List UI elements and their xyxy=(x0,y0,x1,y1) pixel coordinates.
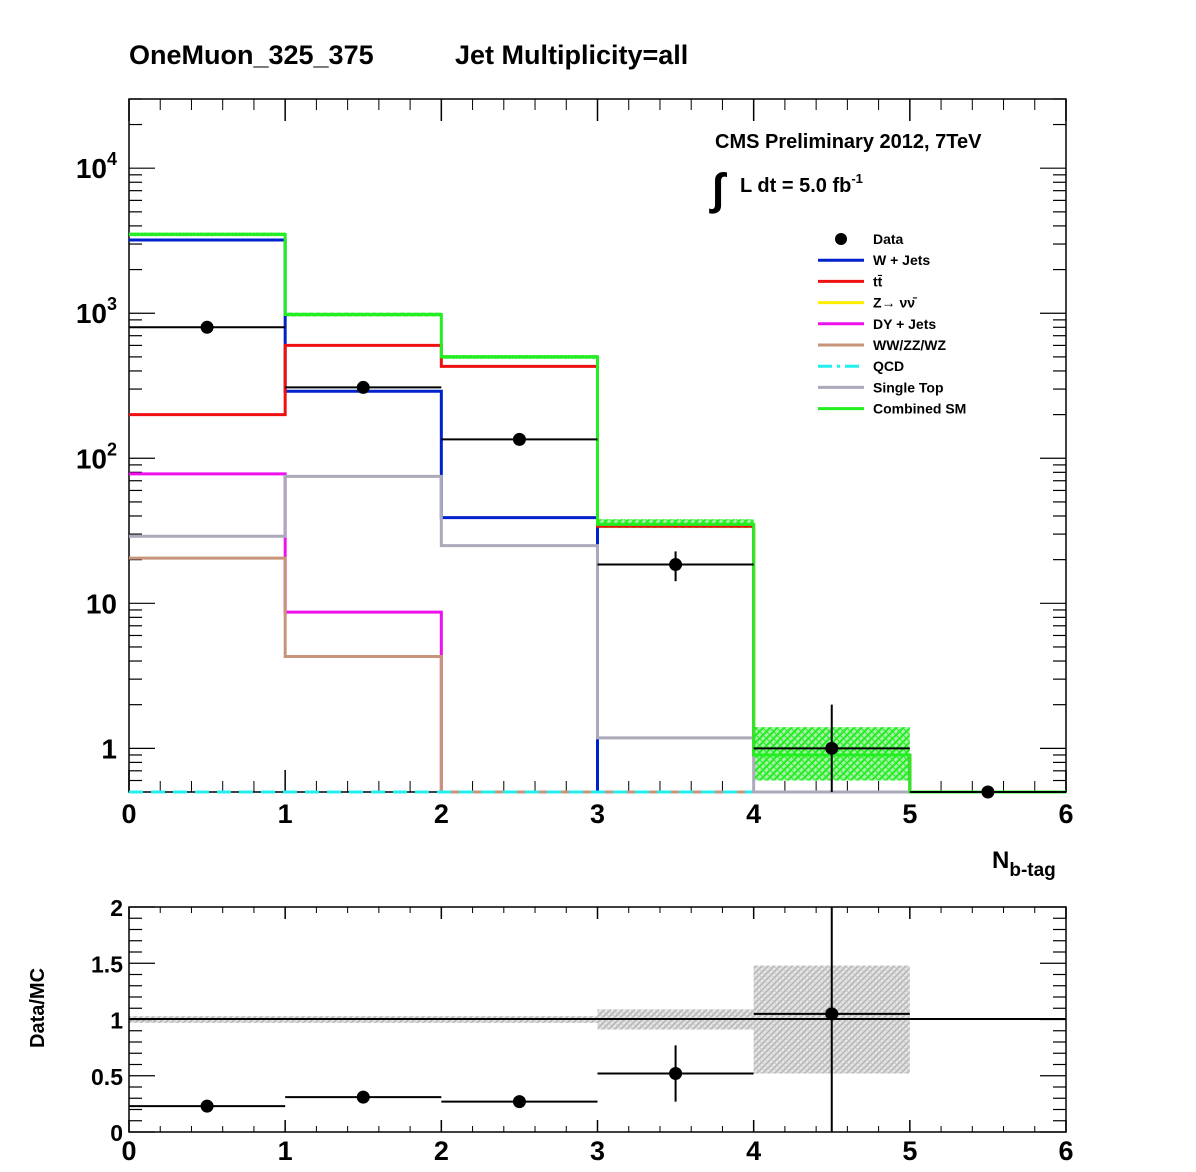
integral-sign: ∫ xyxy=(709,165,728,214)
y-tick-base: 10 xyxy=(76,153,107,184)
data-point xyxy=(669,558,683,572)
data-point xyxy=(200,320,214,334)
legend-entry-label: Z→ νν̄ xyxy=(873,295,918,311)
lumi-exponent: -1 xyxy=(851,171,863,186)
ratio-x-tick-label: 1 xyxy=(278,1136,293,1166)
ratio-ticks xyxy=(128,906,1067,1133)
x-tick-label: 5 xyxy=(902,799,917,829)
combined-sm-uncertainty-band xyxy=(129,232,910,781)
ratio-y-tick-labels: 0 0.5 1 1.5 2 xyxy=(91,895,123,1146)
lumi-label: L dt = 5.0 fb-1 xyxy=(740,171,863,197)
ratio-point xyxy=(512,1095,526,1109)
x-tick-label: 3 xyxy=(590,799,605,829)
ratio-x-tick-label: 5 xyxy=(902,1136,917,1166)
ratio-y-tick-label: 1.5 xyxy=(91,951,123,977)
y-tick-base: 1 xyxy=(101,733,117,764)
x-axis-title-sub: b-tag xyxy=(1009,860,1055,881)
cms-label: CMS Preliminary 2012, 7TeV xyxy=(715,131,982,153)
ratio-x-tick-label: 0 xyxy=(121,1136,136,1166)
ratio-point xyxy=(669,1067,683,1080)
data-point xyxy=(825,741,839,755)
legend-entry-label: Single Top xyxy=(873,379,944,395)
data-point xyxy=(356,380,370,394)
legend-entry-label: W + Jets xyxy=(873,252,930,268)
main-ticks xyxy=(128,98,1067,793)
main-x-tick-labels: 0 1 2 3 4 5 6 xyxy=(121,799,1073,829)
y-tick-exponent: 3 xyxy=(107,294,117,314)
x-tick-label: 6 xyxy=(1058,799,1073,829)
ratio-y-tick-label: 0 xyxy=(110,1120,123,1146)
y-tick-label: 102 xyxy=(76,439,117,474)
y-tick-base: 10 xyxy=(76,443,107,474)
ratio-panel: 0 1 2 3 4 5 6 0 0.5 1 1.5 2 Data/MC xyxy=(27,895,1074,1166)
series-combined-sm-line xyxy=(129,232,1066,794)
data-points xyxy=(129,320,1066,799)
ratio-points xyxy=(129,907,910,1132)
data-point xyxy=(512,432,526,446)
plot-title-selection: OneMuon_325_375 xyxy=(129,40,374,70)
ratio-y-tick-label: 1 xyxy=(110,1008,123,1034)
x-tick-label: 0 xyxy=(121,799,136,829)
series-single-top-line xyxy=(129,474,1066,794)
ratio-y-tick-label: 0.5 xyxy=(91,1064,123,1090)
ratio-x-tick-label: 2 xyxy=(434,1136,449,1166)
plot-title-multiplicity: Jet Multiplicity=all xyxy=(455,40,688,70)
y-tick-exponent: 2 xyxy=(107,439,117,459)
y-tick-label: 103 xyxy=(76,294,117,329)
lumi-text: L dt = 5.0 fb xyxy=(740,175,851,197)
x-axis-title: Nb-tag xyxy=(992,847,1056,881)
x-axis-title-main: N xyxy=(992,847,1009,874)
legend-entry-label: Data xyxy=(873,231,904,247)
legend-marker xyxy=(835,233,847,245)
ratio-x-tick-label: 6 xyxy=(1058,1136,1073,1166)
y-tick-base: 10 xyxy=(86,588,117,619)
x-tick-label: 1 xyxy=(278,799,293,829)
ratio-point xyxy=(825,1007,839,1021)
legend-entry-label: WW/ZZ/WZ xyxy=(873,337,947,353)
ratio-y-axis-title: Data/MC xyxy=(27,968,49,1048)
y-tick-label: 1 xyxy=(101,733,117,764)
ratio-x-tick-labels: 0 1 2 3 4 5 6 xyxy=(121,1136,1073,1166)
ratio-y-tick-label: 2 xyxy=(110,895,123,921)
legend: Data W + Jets tt̄ Z→ νν̄ DY + Jets WW/ZZ/WZ QC… xyxy=(818,231,966,417)
x-tick-label: 2 xyxy=(434,799,449,829)
y-tick-label: 104 xyxy=(76,149,117,184)
legend-entry-label: QCD xyxy=(873,358,904,374)
legend-entry-label: DY + Jets xyxy=(873,316,936,332)
ratio-point xyxy=(200,1099,214,1113)
data-point xyxy=(981,785,995,799)
x-tick-label: 4 xyxy=(746,799,761,829)
y-tick-exponent: 4 xyxy=(107,149,117,169)
ratio-x-tick-label: 3 xyxy=(590,1136,605,1166)
legend-entry-label: Combined SM xyxy=(873,401,966,417)
legend-entry-label: tt̄ xyxy=(873,273,883,289)
ratio-point xyxy=(356,1090,370,1104)
y-tick-label: 10 xyxy=(86,588,117,619)
ratio-x-tick-label: 4 xyxy=(746,1136,761,1166)
y-tick-base: 10 xyxy=(76,298,107,329)
